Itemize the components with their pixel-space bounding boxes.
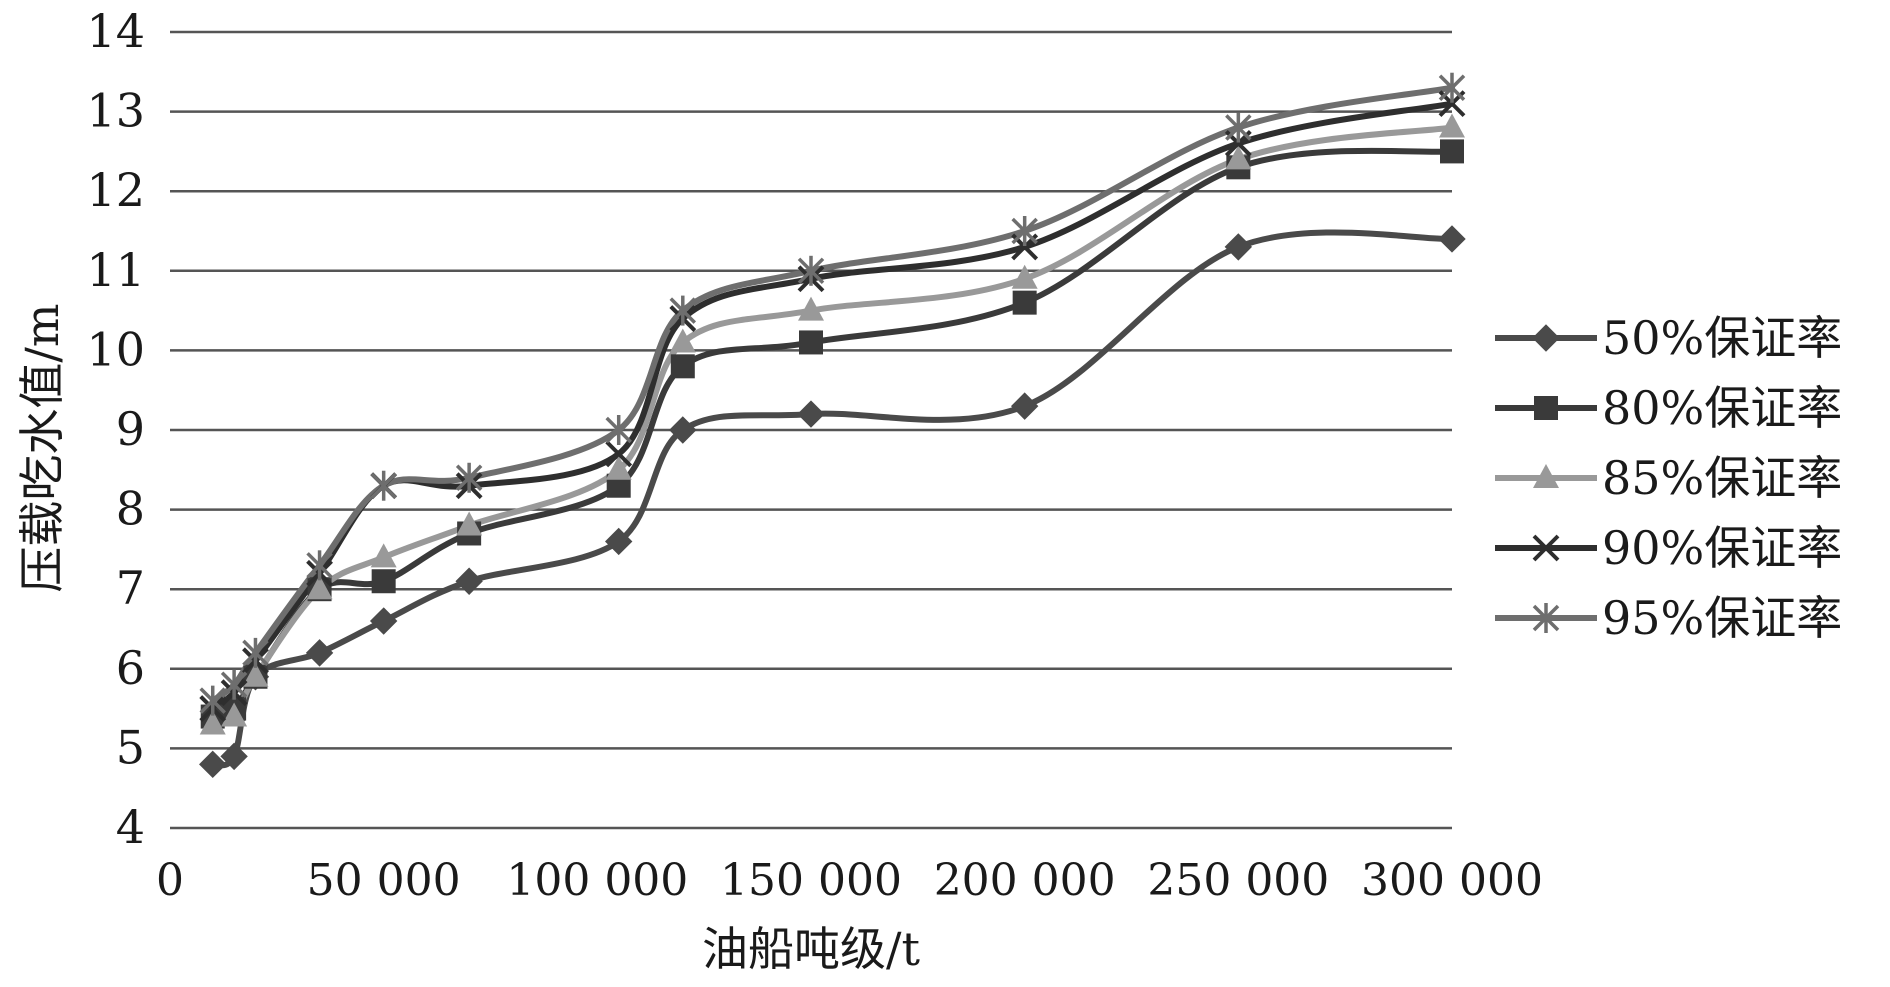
y-tick-label: 10 [86,322,145,376]
x-tick-label: 300 000 [1361,855,1543,906]
x-tick-label: 0 [156,855,184,906]
data-point [455,567,483,595]
x-tick-label: 50 000 [307,855,461,906]
y-tick-label: 9 [116,402,145,456]
x-tick-label: 100 000 [506,855,688,906]
data-point [605,440,633,468]
data-point [1012,290,1037,315]
legend-label: 95%保证率 [1602,591,1842,645]
data-point [797,400,825,428]
x-axis-label: 油船吨级/t [702,922,920,976]
data-point [799,330,823,355]
data-point [605,415,632,445]
data-point [1225,145,1252,170]
y-tick-label: 13 [86,84,145,138]
y-tick-label: 8 [116,482,145,536]
legend-label: 50%保证率 [1602,311,1842,365]
data-point [669,416,697,444]
x-tick-label: 200 000 [934,855,1116,906]
data-point [371,569,396,594]
legend: 50%保证率 80%保证率 85%保证率 90%保证率 95%保证率 [1495,311,1842,645]
legend-item: 90%保证率 [1495,521,1842,575]
data-point [242,662,269,687]
data-point [242,637,269,668]
data-point [305,639,334,667]
series-lines [209,84,1455,769]
data-point [1010,392,1039,420]
series-line-3 [209,124,1455,728]
data-point [455,462,483,493]
y-tick-label: 12 [86,163,145,217]
data-point [1225,112,1252,143]
data-point [306,575,333,600]
x-tick-labels: 0 50 000 100 000 150 000 200 000 250 000 300 0… [156,855,1543,906]
y-tick-label: 11 [86,243,145,297]
data-point [798,296,824,321]
data-point [306,550,333,581]
legend-marker [1532,324,1560,352]
data-point [1011,264,1038,289]
legend-item: 85%保证率 [1495,451,1842,505]
data-point [221,702,248,727]
legend-label: 85%保证率 [1602,451,1842,505]
data-point [1440,139,1464,164]
x-tick-label: 250 000 [1147,855,1329,906]
data-point [1011,216,1038,246]
y-tick-label: 6 [116,641,145,695]
data-point [1438,225,1466,253]
data-point [1438,72,1466,103]
y-axis-label: 压载吃水值/m [15,303,69,592]
legend-marker [1534,396,1558,420]
legend-item: 95%保证率 [1495,591,1842,645]
y-tick-label: 5 [116,720,145,774]
legend-item: 80%保证率 [1495,381,1842,435]
series-line-1 [209,229,1455,769]
legend-item: 50%保证率 [1495,311,1842,365]
data-point [220,669,248,700]
legend-label: 90%保证率 [1602,521,1842,575]
data-point [670,354,695,379]
series-line-5 [209,84,1455,704]
data-point [797,255,825,286]
legend-label: 80%保证率 [1602,381,1842,435]
data-point [369,607,398,635]
series-line-4 [209,100,1455,712]
data-point [1439,113,1465,138]
y-tick-labels: 4 5 6 7 8 9 10 11 12 13 14 [86,4,145,854]
y-tick-label: 4 [116,800,145,854]
data-point [220,742,248,771]
data-point [669,328,696,353]
legend-marker [1533,464,1559,488]
data-point [199,750,227,779]
x-tick-label: 150 000 [720,855,902,906]
data-point [370,543,397,568]
data-point [604,527,633,556]
data-point [370,470,397,501]
data-point [1224,233,1253,261]
data-point [605,455,632,480]
y-tick-label: 7 [116,561,145,615]
data-point [199,685,226,716]
data-point [669,295,697,326]
data-point [199,710,226,735]
y-tick-label: 14 [86,4,145,58]
series-markers [199,72,1466,779]
legend-marker [1532,534,1560,562]
data-point [456,511,483,536]
legend-marker [1532,603,1560,633]
